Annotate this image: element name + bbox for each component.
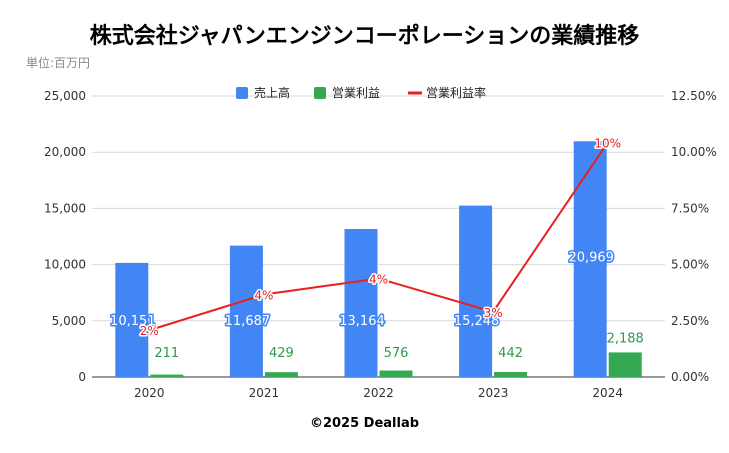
legend-swatch xyxy=(314,87,326,99)
data-label-operating-margin: 4% xyxy=(369,273,388,287)
bar-sales xyxy=(115,262,149,377)
data-label-operating-profit: 2,188 xyxy=(607,331,644,346)
data-label-operating-profit: 442 xyxy=(498,346,523,361)
unit-label: 単位:百万円 xyxy=(26,56,91,70)
data-label-sales: 11,687 xyxy=(225,314,271,329)
x-tick-label: 2021 xyxy=(249,386,280,400)
data-label-operating-margin: 4% xyxy=(254,288,273,302)
x-tick-label: 2022 xyxy=(363,386,394,400)
y-left-tick-label: 20,000 xyxy=(44,145,86,159)
bar-operating-profit xyxy=(264,372,298,377)
chart-title: 株式会社ジャパンエンジンコーポレーションの業績推移 xyxy=(89,24,640,49)
y-left-tick-label: 15,000 xyxy=(44,201,86,215)
footer-credit: ©2025 Deallab xyxy=(309,416,420,431)
y-right-tick-label: 2.50% xyxy=(671,314,709,328)
bar-operating-profit xyxy=(150,374,184,377)
bar-sales xyxy=(459,205,493,377)
y-right-tick-label: 7.50% xyxy=(671,201,709,215)
data-label-operating-margin: 3% xyxy=(484,306,503,320)
x-tick-label: 2024 xyxy=(592,386,623,400)
y-right-tick-label: 10.00% xyxy=(671,145,717,159)
y-right-tick-label: 5.00% xyxy=(671,258,709,272)
x-tick-label: 2023 xyxy=(478,386,509,400)
y-left-tick-label: 10,000 xyxy=(44,258,86,272)
bar-operating-profit xyxy=(608,352,642,377)
bar-operating-profit xyxy=(379,370,413,377)
y-left-tick-label: 5,000 xyxy=(52,314,86,328)
data-label-operating-profit: 211 xyxy=(154,346,179,361)
data-label-operating-margin: 2% xyxy=(140,324,159,338)
bar-sales xyxy=(344,229,378,377)
legend-label: 売上高 xyxy=(254,85,290,100)
line-operating-margin xyxy=(149,141,609,332)
data-label-sales: 15,248 xyxy=(454,314,500,329)
y-right-tick-label: 0.00% xyxy=(671,370,709,384)
legend-label: 営業利益率 xyxy=(426,85,486,100)
bar-operating-profit xyxy=(494,372,528,377)
x-tick-label: 2020 xyxy=(134,386,165,400)
data-label-operating-profit: 576 xyxy=(384,346,409,361)
data-label-sales: 13,164 xyxy=(339,314,385,329)
data-label-sales: 10,151 xyxy=(110,314,156,329)
y-left-tick-label: 25,000 xyxy=(44,89,86,103)
bar-sales xyxy=(229,245,263,377)
data-label-sales: 20,969 xyxy=(568,250,614,265)
y-right-tick-label: 12.50% xyxy=(671,89,717,103)
bar-sales xyxy=(573,141,607,377)
data-label-operating-margin: 10% xyxy=(594,137,621,151)
legend-label: 営業利益 xyxy=(332,86,380,100)
legend-swatch xyxy=(236,87,248,99)
y-left-tick-label: 0 xyxy=(78,370,86,384)
data-label-operating-profit: 429 xyxy=(269,346,294,361)
